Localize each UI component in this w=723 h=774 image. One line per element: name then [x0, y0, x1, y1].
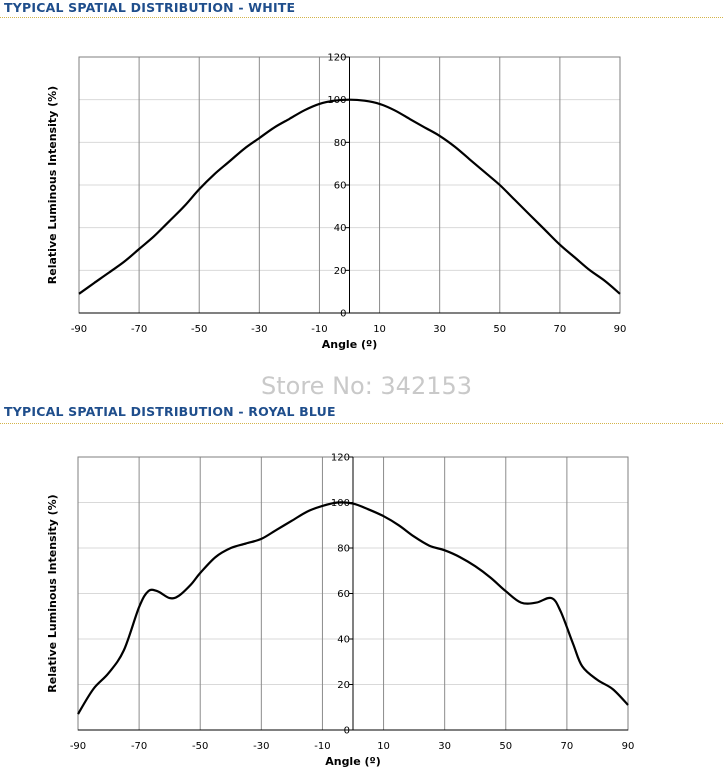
x-tick-label: 30	[438, 741, 451, 752]
y-tick-label: 60	[337, 589, 350, 600]
x-tick-label: 10	[377, 741, 390, 752]
x-tick-label: 50	[493, 324, 506, 335]
x-tick-label: 50	[499, 741, 512, 752]
x-tick-label: -30	[253, 741, 269, 752]
x-tick-label: 90	[614, 324, 627, 335]
y-tick-label: 20	[337, 680, 350, 691]
chart-title-royal-blue: TYPICAL SPATIAL DISTRIBUTION - ROYAL BLU…	[4, 404, 336, 419]
y-axis-label: Relative Luminous Intensity (%)	[46, 494, 59, 692]
chart-royal-blue: 0 20 40 60 80 100 120 -90 -70 -50 -30 -10 10 30 50 70 90…	[0, 445, 723, 774]
x-tick-label: -70	[131, 741, 147, 752]
y-tick-label: 120	[331, 453, 350, 464]
x-axis-label: Angle (º)	[322, 338, 378, 351]
x-tick-label: -10	[311, 324, 327, 335]
x-tick-label: -50	[192, 741, 208, 752]
y-tick-label: 60	[334, 181, 347, 192]
x-axis-label: Angle (º)	[325, 755, 381, 768]
y-tick-label: 0	[340, 309, 346, 320]
chart-white: 0 20 40 60 80 100 120 -90 -70 -50 -30 -10 10 30 50 70 90…	[0, 45, 723, 360]
divider	[0, 17, 723, 18]
y-axis-label: Relative Luminous Intensity (%)	[46, 86, 59, 284]
x-tick-label: 70	[561, 741, 574, 752]
x-tick-label: 70	[554, 324, 567, 335]
x-tick-label: 30	[433, 324, 446, 335]
series-line	[77, 501, 629, 715]
x-tick-label: -70	[131, 324, 147, 335]
x-tick-label: -50	[191, 324, 207, 335]
x-tick-label: -90	[71, 324, 87, 335]
chart-title-white: TYPICAL SPATIAL DISTRIBUTION - WHITE	[4, 0, 296, 15]
x-tick-label: -90	[70, 741, 86, 752]
y-tick-label: 40	[334, 223, 347, 234]
x-tick-label: -10	[314, 741, 330, 752]
series-line	[78, 98, 621, 295]
y-tick-label: 80	[334, 138, 347, 149]
y-tick-label: 0	[344, 726, 350, 737]
y-tick-label: 20	[334, 266, 347, 277]
x-tick-label: 90	[622, 741, 635, 752]
x-tick-label: 10	[373, 324, 386, 335]
y-tick-label: 100	[331, 498, 350, 509]
y-tick-label: 120	[327, 53, 346, 64]
store-watermark: Store No: 342153	[261, 372, 473, 400]
chart-royal-blue-svg: 0 20 40 60 80 100 120 -90 -70 -50 -30 -10 10 30 50 70 90…	[46, 453, 635, 769]
divider	[0, 423, 723, 424]
y-tick-label: 80	[337, 544, 350, 555]
x-tick-label: -30	[251, 324, 267, 335]
y-tick-label: 40	[337, 635, 350, 646]
